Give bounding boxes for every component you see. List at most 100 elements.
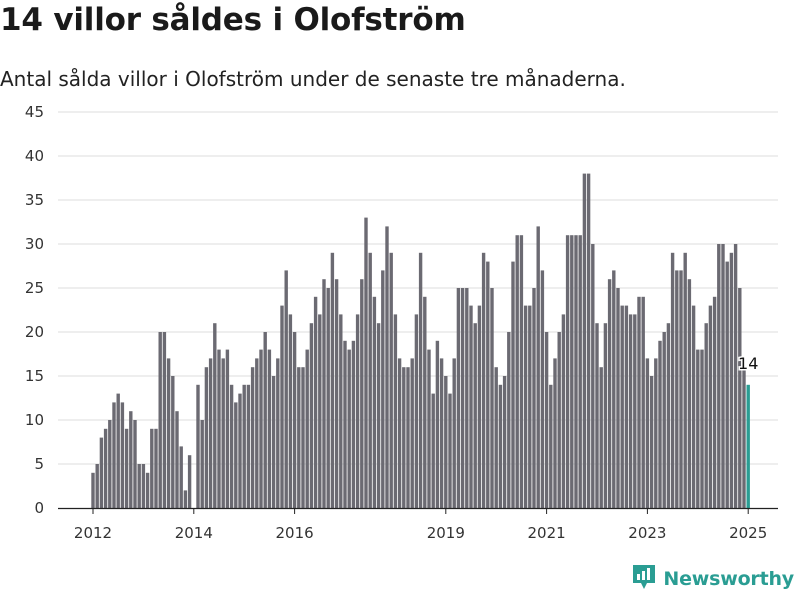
bar (309, 323, 314, 508)
bar (582, 173, 587, 508)
bar (427, 349, 431, 508)
bar (204, 367, 209, 508)
bar (712, 296, 717, 508)
bar (444, 376, 448, 508)
bar (536, 226, 540, 508)
bar (469, 305, 473, 508)
bar (368, 252, 372, 508)
bar (494, 367, 498, 508)
bar (599, 367, 603, 508)
bar (628, 314, 633, 508)
bar (95, 464, 99, 508)
bar (683, 252, 687, 508)
bar (586, 173, 591, 508)
bar (742, 367, 746, 508)
bar (145, 472, 150, 508)
y-tick-label: 5 (34, 455, 44, 473)
bar (229, 384, 234, 508)
bar (389, 252, 393, 508)
bar (326, 288, 330, 508)
bar (725, 261, 729, 508)
x-tick-label: 2021 (528, 524, 566, 542)
bar (112, 402, 116, 508)
bar (221, 358, 225, 508)
bar (675, 270, 679, 508)
bar (603, 323, 608, 508)
bar (124, 428, 129, 508)
bar (502, 376, 507, 508)
bar (402, 367, 406, 508)
bar (654, 358, 658, 508)
bar (666, 323, 671, 508)
bar (431, 393, 435, 508)
y-tick-label: 15 (25, 367, 44, 385)
bar (297, 367, 301, 508)
bar (448, 393, 452, 508)
bar (687, 279, 692, 508)
bar (288, 314, 293, 508)
x-tick-label: 2016 (276, 524, 314, 542)
bar (578, 235, 582, 508)
bar (721, 244, 725, 508)
bar (347, 349, 351, 508)
chart-subtitle: Antal sålda villor i Olofström under de … (0, 67, 626, 91)
bar (242, 384, 246, 508)
bar (141, 464, 146, 508)
bar (662, 332, 666, 508)
bar (607, 279, 612, 508)
x-tick-label: 2025 (729, 524, 767, 542)
bar (334, 279, 339, 508)
bar (435, 340, 440, 508)
bar (364, 217, 368, 508)
bar (360, 279, 364, 508)
newsworthy-brand: Newsworthy (631, 564, 794, 594)
bar (507, 332, 511, 508)
bar (691, 305, 696, 508)
last-value-label: 14 (738, 354, 758, 373)
bar (612, 270, 616, 508)
bar (486, 261, 490, 508)
newsworthy-logo-icon (631, 563, 657, 595)
y-tick-label: 10 (25, 411, 44, 429)
bar (322, 279, 326, 508)
bar (276, 358, 280, 508)
bar (717, 244, 721, 508)
bar (574, 235, 578, 508)
bar (410, 358, 414, 508)
bar (263, 332, 267, 508)
x-tick-label: 2019 (427, 524, 465, 542)
bar (99, 437, 104, 508)
bar (557, 332, 561, 508)
bar (704, 323, 708, 508)
bar (381, 270, 385, 508)
bar (171, 376, 175, 508)
bar (624, 305, 629, 508)
bar (154, 428, 158, 508)
bar (284, 270, 288, 508)
bar (246, 384, 251, 508)
bar (616, 288, 620, 508)
bar (679, 270, 683, 508)
bar (351, 340, 356, 508)
bar (250, 367, 255, 508)
bar (137, 464, 141, 508)
bar (406, 367, 410, 508)
bar (397, 358, 402, 508)
bar (465, 288, 469, 508)
bar (733, 244, 738, 508)
bar (376, 323, 381, 508)
bar (553, 358, 557, 508)
bar (385, 226, 389, 508)
bar (280, 305, 284, 508)
bar (217, 349, 221, 508)
bar-latest (746, 384, 750, 508)
bar (700, 349, 704, 508)
bar (259, 349, 263, 508)
bar (528, 305, 532, 508)
bar (179, 446, 183, 508)
bar (166, 358, 171, 508)
bar (658, 340, 662, 508)
bar (339, 314, 343, 508)
bar (708, 305, 713, 508)
